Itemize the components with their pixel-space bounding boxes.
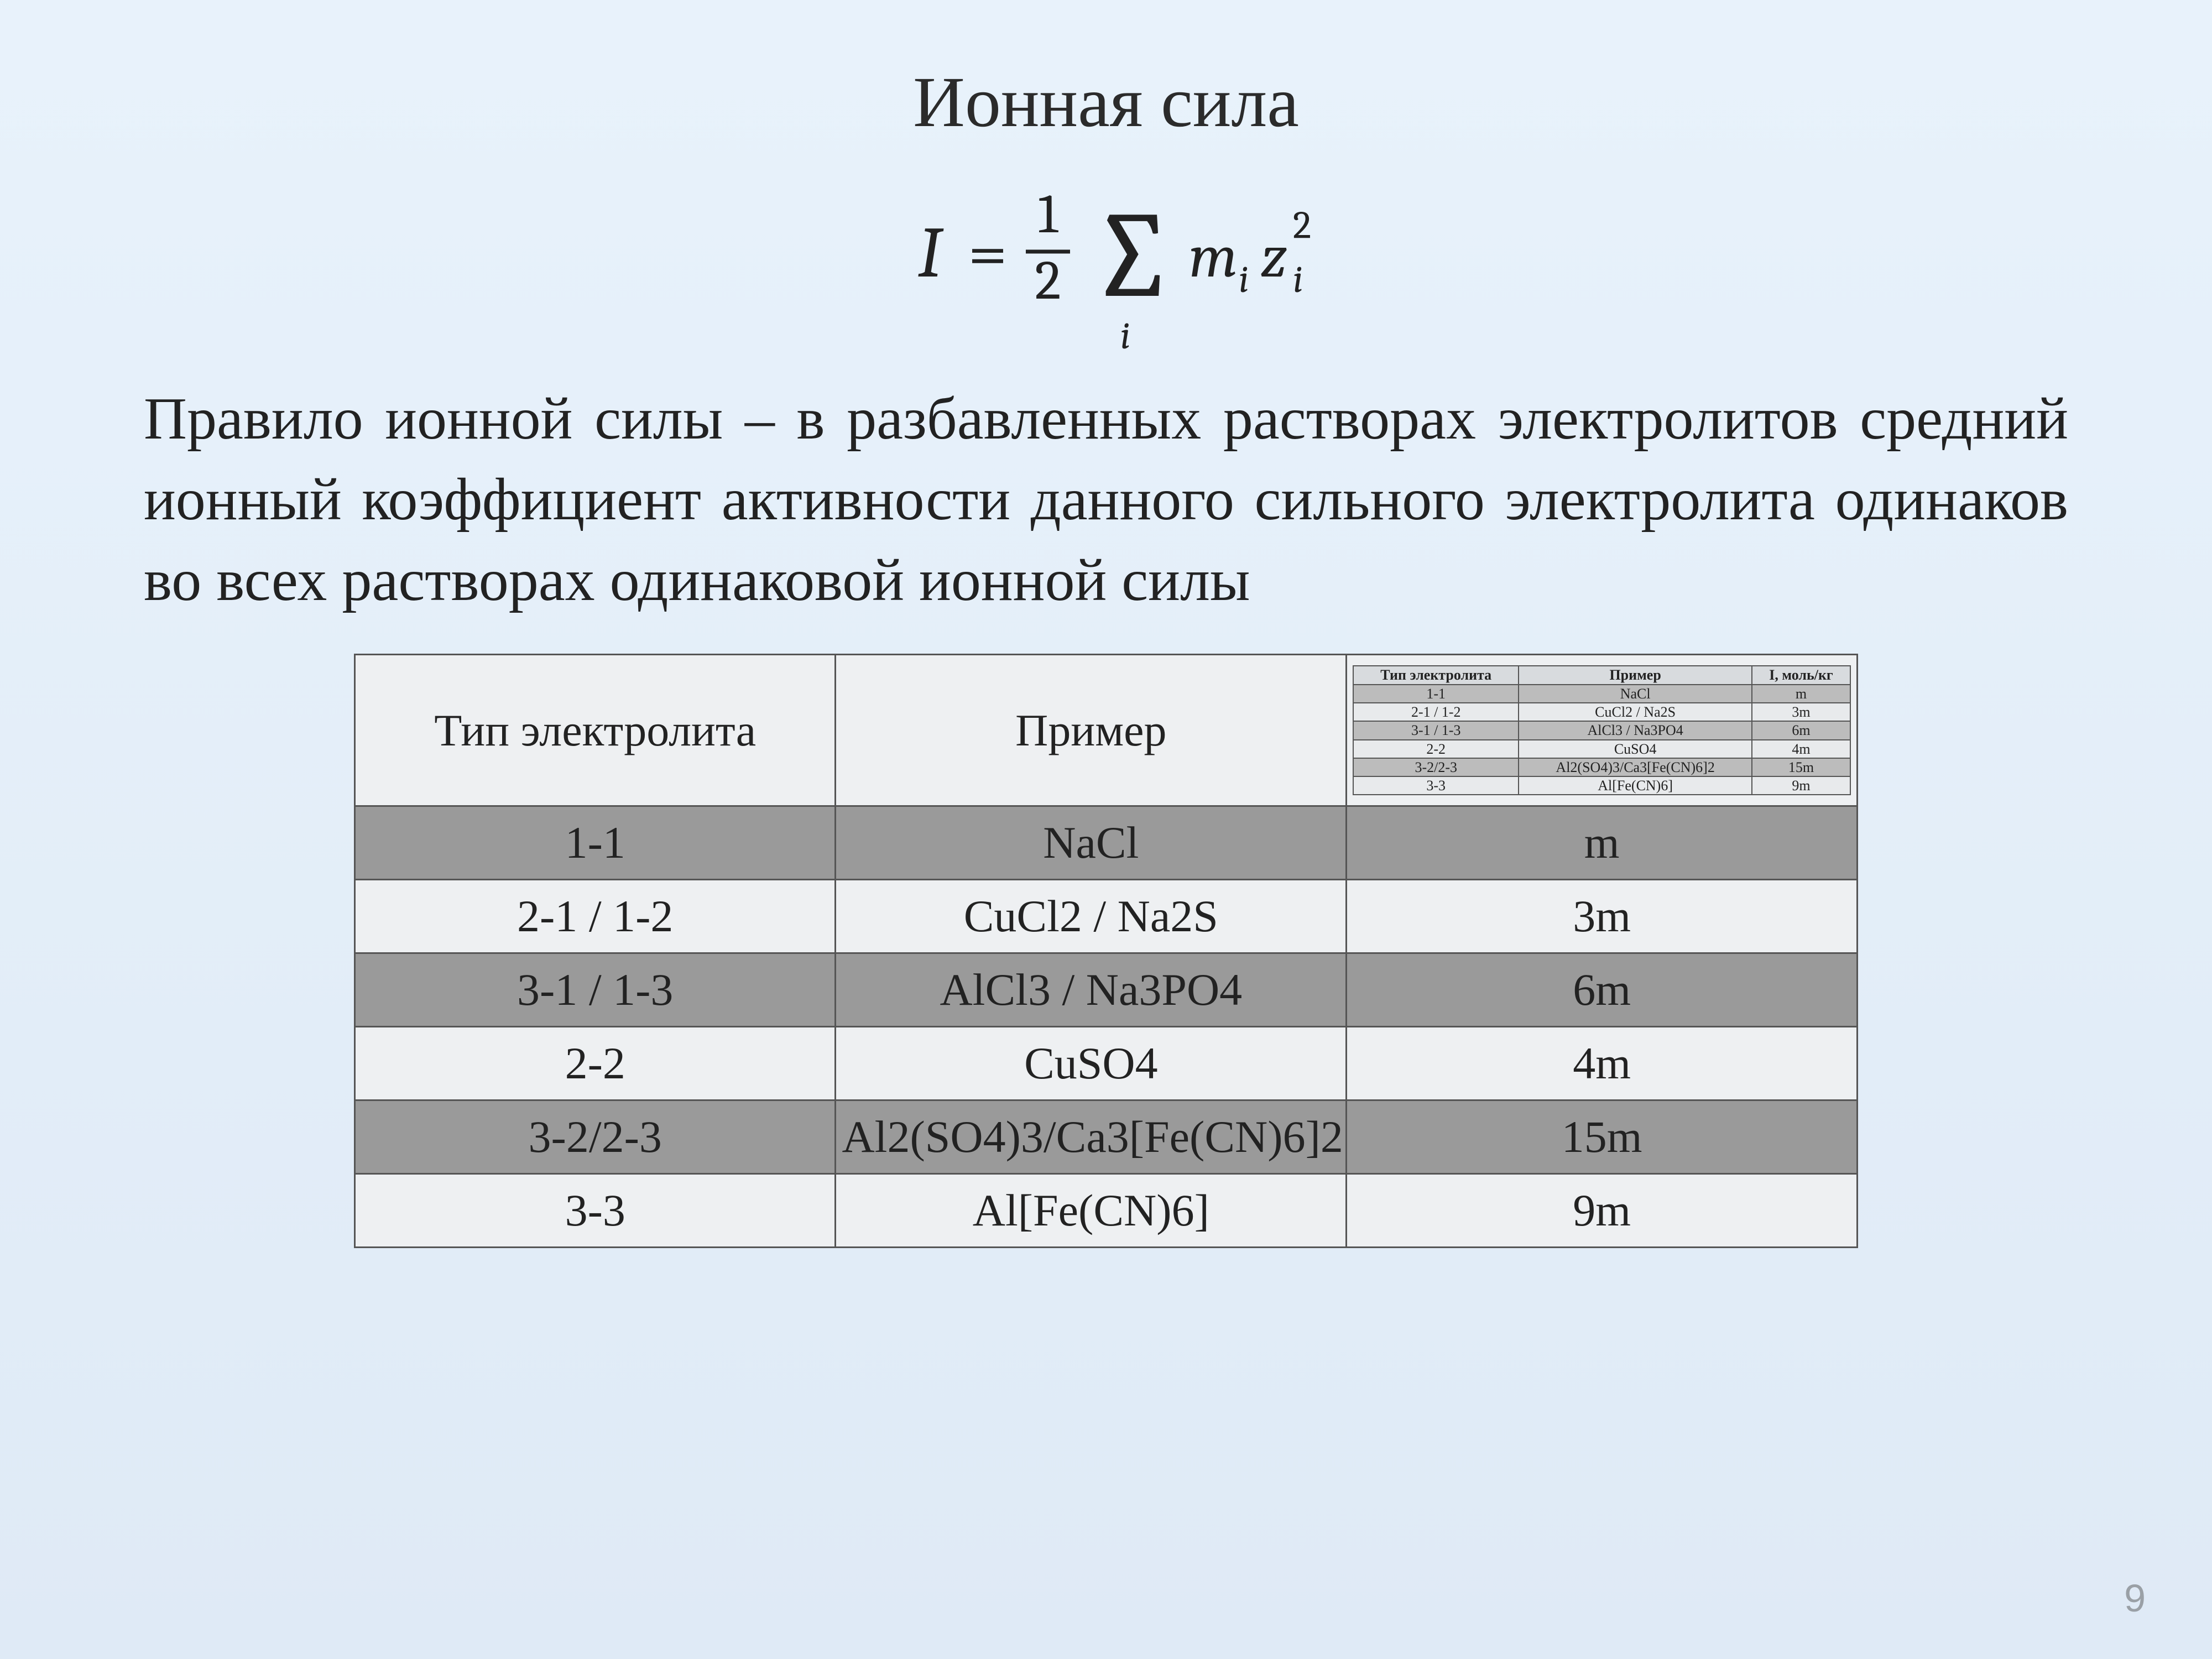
- table-row: 2-2 CuSO4 4m: [355, 1027, 1858, 1100]
- formula-svg: I = 1 2 ∑ i m i z i 2: [896, 166, 1316, 365]
- formula: I = 1 2 ∑ i m i z i 2: [144, 166, 2068, 368]
- body-paragraph: Правило ионной силы – в разбавленных рас…: [144, 379, 2068, 620]
- page-title: Ионная сила: [144, 61, 2068, 144]
- table-row: 1-1 NaCl m: [355, 806, 1858, 880]
- mini-row: 2-2 CuSO4 4m: [1353, 740, 1850, 758]
- mini-table: Тип электролита Пример I, моль/кг 1-1 Na…: [1353, 665, 1851, 795]
- mini-col-type: Тип электролита: [1353, 666, 1519, 684]
- svg-text:I: I: [918, 212, 944, 295]
- svg-text:∑: ∑: [1089, 186, 1176, 326]
- mini-row: 3-1 / 1-3 AlCl3 / Na3PO4 6m: [1353, 721, 1850, 739]
- table-row: 3-1 / 1-3 AlCl3 / Na3PO4 6m: [355, 953, 1858, 1027]
- col-header-ionic-strength: Тип электролита Пример I, моль/кг 1-1 Na…: [1347, 655, 1858, 806]
- col-header-example: Пример: [836, 655, 1347, 806]
- page-number: 9: [2124, 1576, 2146, 1620]
- table-container: Тип электролита Пример Тип электролита П…: [354, 654, 1858, 1248]
- svg-text:i: i: [1239, 257, 1249, 302]
- mini-header-row: Тип электролита Пример I, моль/кг: [1353, 666, 1850, 684]
- mini-col-example: Пример: [1519, 666, 1752, 684]
- electrolyte-table: Тип электролита Пример Тип электролита П…: [354, 654, 1858, 1248]
- mini-row: 1-1 NaCl m: [1353, 685, 1850, 703]
- table-row: 3-2/2-3 Al2(SO4)3/Ca3[Fe(CN)6]2 15m: [355, 1100, 1858, 1174]
- svg-text:m: m: [1189, 222, 1238, 292]
- svg-text:i: i: [1293, 257, 1303, 302]
- col-header-type: Тип электролита: [355, 655, 836, 806]
- table-row: 2-1 / 1-2 CuCl2 / Na2S 3m: [355, 880, 1858, 953]
- svg-text:2: 2: [1293, 203, 1311, 248]
- slide: Ионная сила I = 1 2 ∑ i m i z i 2: [0, 0, 2212, 1248]
- mini-col-value: I, моль/кг: [1752, 666, 1850, 684]
- svg-text:i: i: [1120, 314, 1130, 358]
- table-row: 3-3 Al[Fe(CN)6] 9m: [355, 1174, 1858, 1248]
- table-header-row: Тип электролита Пример Тип электролита П…: [355, 655, 1858, 806]
- svg-text:1: 1: [1038, 182, 1059, 246]
- mini-row: 3-3 Al[Fe(CN)6] 9m: [1353, 776, 1850, 795]
- mini-row: 2-1 / 1-2 CuCl2 / Na2S 3m: [1353, 703, 1850, 721]
- svg-text:2: 2: [1035, 249, 1061, 312]
- mini-row: 3-2/2-3 Al2(SO4)3/Ca3[Fe(CN)6]2 15m: [1353, 758, 1850, 776]
- svg-text:=: =: [968, 212, 1008, 295]
- svg-text:z: z: [1261, 222, 1287, 292]
